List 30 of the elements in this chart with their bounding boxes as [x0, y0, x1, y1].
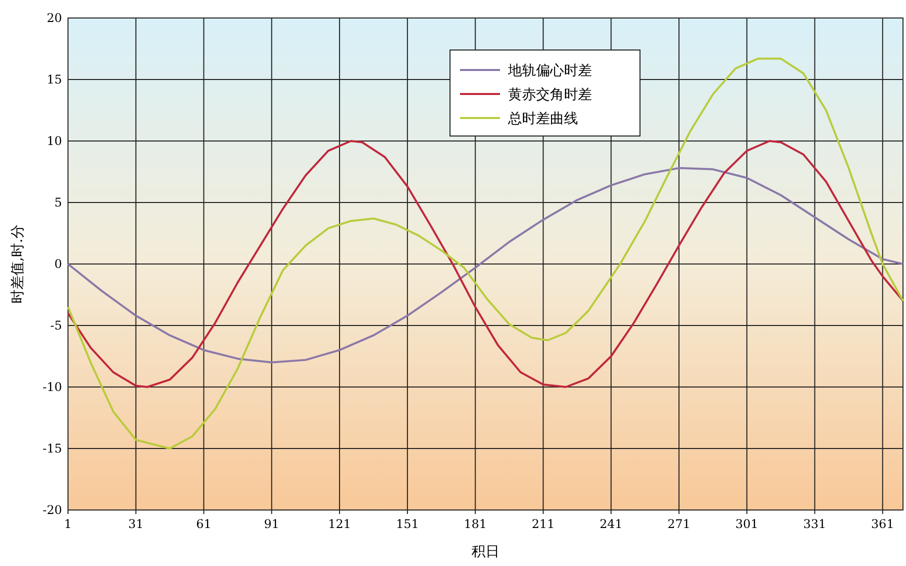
- x-tick-label: 211: [532, 517, 555, 531]
- line-series: [67, 58, 904, 450]
- x-tick-label: 241: [600, 517, 623, 531]
- line-series: [67, 167, 904, 364]
- x-tick-label: 361: [871, 517, 894, 531]
- line-series: [67, 140, 904, 388]
- x-tick-label: 31: [128, 517, 144, 531]
- legend-label: 总时差曲线: [507, 111, 578, 127]
- y-tick-label: -5: [50, 318, 62, 332]
- y-tick-label: 0: [54, 257, 62, 271]
- legend-label: 黄赤交角时差: [508, 87, 592, 103]
- x-tick-label: 181: [464, 517, 487, 531]
- x-tick-label: 61: [196, 517, 212, 531]
- x-tick-label: 91: [264, 517, 280, 531]
- y-tick-label: 10: [46, 134, 62, 148]
- x-axis-title: 积日: [472, 544, 500, 560]
- x-tick-label: 301: [735, 517, 758, 531]
- y-tick-label: -10: [42, 380, 62, 394]
- y-tick-label: -20: [42, 503, 62, 517]
- x-tick-label: 121: [328, 517, 351, 531]
- y-tick-label: 20: [46, 11, 62, 25]
- x-tick-label: 151: [396, 517, 419, 531]
- x-tick-label: 1: [64, 517, 72, 531]
- legend-label: 地轨偏心时差: [507, 63, 592, 79]
- y-tick-label: 15: [46, 72, 62, 86]
- x-tick-label: 331: [803, 517, 826, 531]
- y-axis-title: 时差值,时.分: [10, 224, 26, 304]
- y-tick-label: -15: [42, 442, 62, 456]
- x-tick-label: 271: [668, 517, 690, 531]
- y-tick-label: 5: [54, 196, 62, 210]
